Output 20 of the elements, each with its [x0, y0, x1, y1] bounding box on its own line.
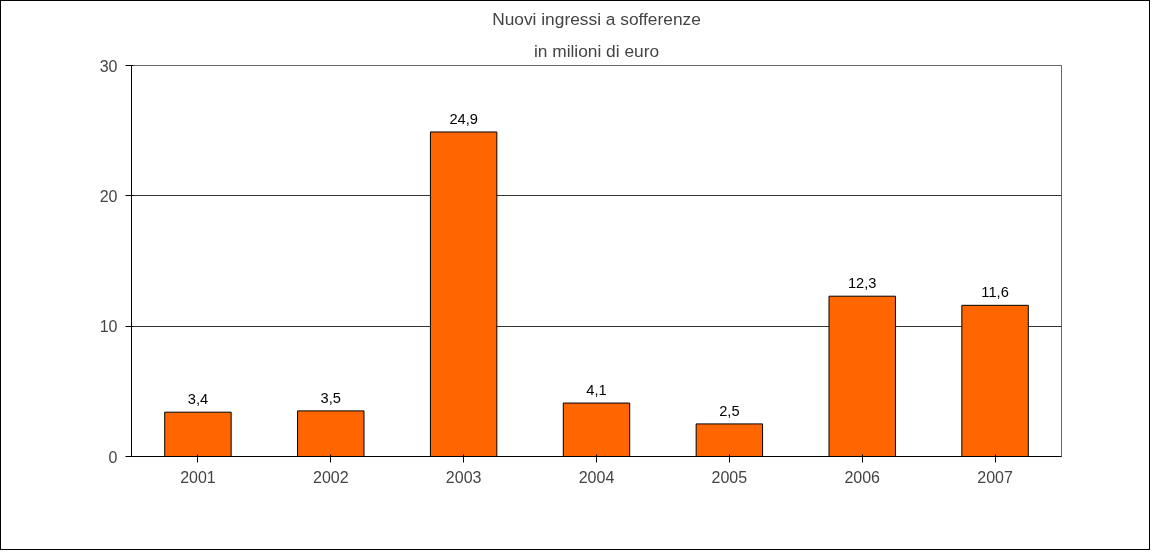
- x-tick-label: 2006: [844, 468, 881, 486]
- data-label: 12,3: [847, 275, 877, 292]
- x-tick-label: 2007: [977, 468, 1013, 486]
- x-tick-label: 2001: [180, 468, 216, 486]
- data-label: 3,4: [187, 391, 209, 408]
- y-tick-label: 10: [99, 318, 118, 336]
- y-tick-label: 0: [108, 448, 118, 466]
- chart-subtitle: in milioni di euro: [533, 40, 660, 61]
- y-tick-label: 30: [99, 57, 118, 75]
- x-tick-label: 2005: [711, 468, 748, 486]
- x-tick-label: 2004: [578, 468, 615, 486]
- x-tick-label: 2003: [445, 468, 482, 486]
- data-label: 2,5: [719, 402, 740, 419]
- data-label: 4,1: [586, 382, 607, 399]
- data-label: 3,5: [320, 389, 341, 406]
- x-tick-label: 2002: [312, 468, 349, 486]
- y-tick-label: 20: [99, 187, 118, 205]
- chart-title: Nuovi ingressi a sofferenze: [492, 8, 701, 29]
- data-label: 24,9: [449, 110, 478, 127]
- data-label: 11,6: [981, 284, 1009, 301]
